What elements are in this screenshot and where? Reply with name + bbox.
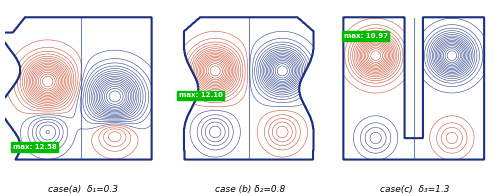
Text: case (b) δ₂=0.8: case (b) δ₂=0.8: [215, 185, 285, 194]
Text: case(a)  δ₁=0.3: case(a) δ₁=0.3: [48, 185, 117, 194]
Text: case(c)  δ₃=1.3: case(c) δ₃=1.3: [380, 185, 450, 194]
Text: max: 12.58: max: 12.58: [12, 144, 56, 150]
Text: max: 12.10: max: 12.10: [178, 92, 222, 98]
Text: max: 10.97: max: 10.97: [344, 33, 388, 39]
